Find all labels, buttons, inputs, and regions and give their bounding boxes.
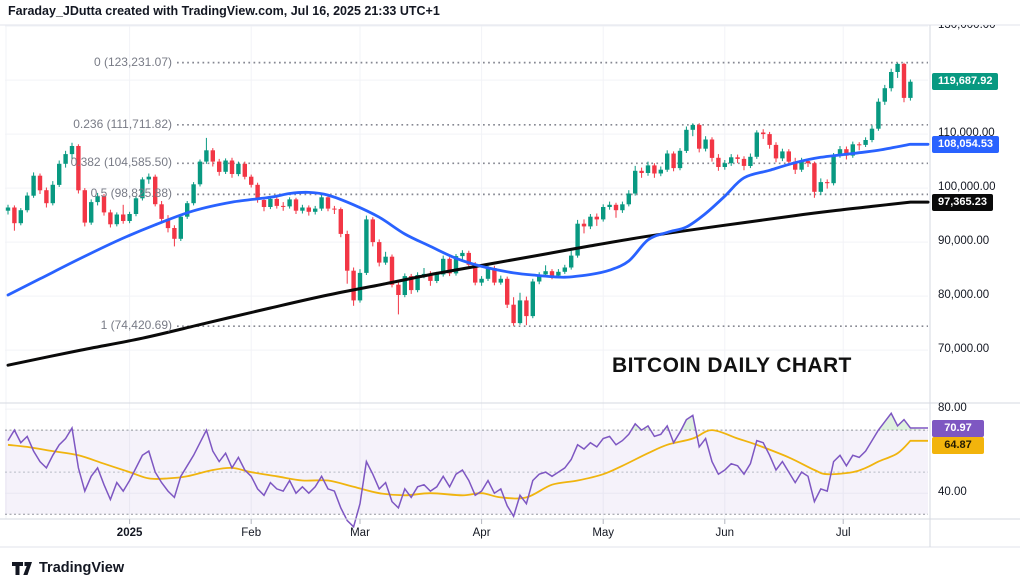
tradingview-logo-icon — [12, 561, 32, 575]
rsi-ma-line[interactable] — [7, 429, 928, 500]
price-axis[interactable]: 130,000.00120,000.00110,000.00100,000.00… — [930, 25, 1020, 519]
price-badge: 97,365.23 — [932, 193, 993, 211]
time-axis[interactable]: 2025 Feb Mar Apr May Jun Jul — [0, 519, 1020, 548]
candles[interactable] — [5, 62, 913, 326]
price-tick-label: 80,000.00 — [938, 289, 990, 302]
chart-watermark-text: BITCOIN DAILY CHART — [612, 354, 852, 377]
chart-attribution-title: Faraday_JDutta created with TradingView.… — [8, 4, 440, 18]
time-axis-label: Apr — [472, 527, 491, 539]
time-axis-label: Mar — [350, 527, 370, 539]
rsi-tick-label: 80.00 — [938, 402, 967, 415]
time-axis-label: 2025 — [116, 527, 143, 539]
rsi-line[interactable] — [7, 411, 928, 529]
horizontal-gridlines — [5, 25, 928, 494]
time-axis-label: Jun — [715, 527, 735, 539]
rsi-badge: 70.97 — [932, 419, 984, 437]
time-axis-label: Jul — [835, 527, 851, 539]
price-badge: 108,054.53 — [932, 136, 1000, 154]
sma-50-line[interactable] — [6, 142, 930, 297]
time-axis-label: May — [592, 527, 615, 539]
sma-200-line[interactable] — [6, 200, 930, 367]
time-axis-label: Feb — [241, 527, 262, 539]
price-tick-label: 130,000.00 — [938, 25, 996, 32]
tradingview-logo-text: TradingView — [39, 560, 125, 576]
pane-frame — [0, 24, 1020, 548]
price-tick-label: 70,000.00 — [938, 343, 990, 356]
price-badge: 119,687.92 — [932, 73, 999, 91]
price-tick-label: 90,000.00 — [938, 235, 990, 248]
price-tick-label: 100,000.00 — [938, 181, 996, 194]
rsi-badge: 64.87 — [932, 437, 984, 455]
rsi-tick-label: 40.00 — [938, 486, 967, 499]
price-tick-label: 110,000.00 — [938, 127, 995, 140]
tradingview-logo[interactable]: TradingView — [12, 560, 124, 576]
